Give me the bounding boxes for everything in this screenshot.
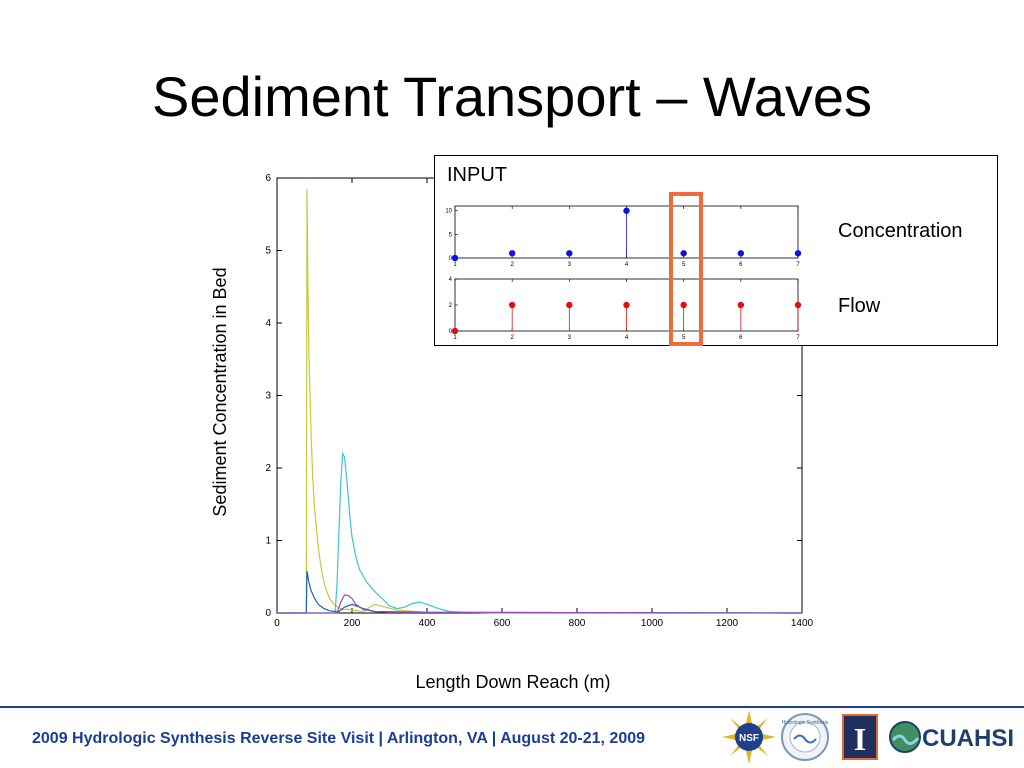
y-tick-label: 6 xyxy=(265,173,271,184)
concentration-y-tick-label: 10 xyxy=(445,209,452,215)
concentration-point xyxy=(680,250,687,257)
flow-x-tick-label: 1 xyxy=(453,335,457,341)
svg-text:I: I xyxy=(854,721,866,757)
concentration-point xyxy=(623,207,630,214)
y-tick-label: 2 xyxy=(265,463,271,474)
svg-text:CUAHSI: CUAHSI xyxy=(922,725,1014,752)
series-line-1 xyxy=(277,188,803,614)
y-tick-label: 3 xyxy=(265,391,271,402)
x-tick-label: 0 xyxy=(274,618,280,629)
concentration-point xyxy=(794,250,802,257)
inset-title: INPUT xyxy=(447,164,507,186)
concentration-x-tick-label: 6 xyxy=(739,262,743,268)
flow-x-tick-label: 4 xyxy=(625,335,629,341)
concentration-x-tick-label: 3 xyxy=(568,262,572,268)
x-axis-label: Length Down Reach (m) xyxy=(415,672,610,692)
y-tick-label: 4 xyxy=(265,318,271,329)
concentration-x-tick-label: 1 xyxy=(453,262,457,268)
concentration-point xyxy=(566,250,573,257)
svg-text:Hydrologic Synthesis: Hydrologic Synthesis xyxy=(782,720,829,726)
concentration-y-tick-label: 5 xyxy=(449,232,453,238)
x-tick-label: 400 xyxy=(419,618,436,629)
y-tick-label: 1 xyxy=(265,536,271,547)
concentration-y-tick-label: 0 xyxy=(449,256,453,262)
series-line-4 xyxy=(277,594,803,614)
y-tick-label: 5 xyxy=(265,246,271,257)
flow-point xyxy=(566,301,573,309)
flow-x-tick-label: 6 xyxy=(739,335,743,341)
flow-x-tick-label: 2 xyxy=(510,335,514,341)
input-stem-plots: 1 2 3 4 5 6 7 0 5 10 1 2 3 4 5 6 7 0 2 4 xyxy=(445,205,802,341)
sponsor-logos: NSF Hydrologic Synthesis I CUAHSI xyxy=(722,706,1022,766)
flow-x-tick-label: 5 xyxy=(682,335,686,341)
x-tick-label: 1200 xyxy=(716,618,739,629)
hydrologic-synthesis-seal: Hydrologic Synthesis xyxy=(781,713,829,761)
x-tick-label: 1000 xyxy=(641,618,664,629)
x-tick-label: 600 xyxy=(494,618,511,629)
flow-x-tick-label: 3 xyxy=(568,335,572,341)
y-axis-label: Sediment Concentration in Bed xyxy=(210,267,230,516)
flow-y-tick-label: 2 xyxy=(449,303,453,309)
highlight-box xyxy=(669,192,703,346)
svg-text:NSF: NSF xyxy=(739,733,759,744)
concentration-point xyxy=(508,250,516,257)
nsf-logo: NSF xyxy=(722,710,776,764)
cuahsi-logo: CUAHSI xyxy=(889,721,1014,753)
flow-point xyxy=(680,301,687,309)
flow-point xyxy=(623,301,630,309)
y-tick-label: 0 xyxy=(265,608,271,619)
footer-text: 2009 Hydrologic Synthesis Reverse Site V… xyxy=(32,730,646,747)
x-tick-label: 800 xyxy=(569,618,586,629)
concentration-label: Concentration xyxy=(838,220,963,242)
series-line-2 xyxy=(277,451,802,614)
flow-y-tick-label: 0 xyxy=(449,329,453,335)
concentration-x-tick-label: 7 xyxy=(796,262,800,268)
flow-x-tick-label: 7 xyxy=(796,335,800,341)
flow-label: Flow xyxy=(838,295,881,317)
flow-y-tick-label: 4 xyxy=(449,277,453,283)
flow-point xyxy=(737,301,745,309)
concentration-x-tick-label: 2 xyxy=(510,262,514,268)
flow-point xyxy=(508,301,516,309)
concentration-x-tick-label: 5 xyxy=(682,262,686,268)
flow-point xyxy=(794,301,802,309)
input-inset: INPUT 1 2 3 4 5 6 7 0 5 10 1 2 3 4 5 6 7 0 2 4 Concentratio… xyxy=(434,155,998,346)
slide-title: Sediment Transport – Waves xyxy=(151,65,872,128)
concentration-point xyxy=(737,250,745,257)
x-tick-label: 1400 xyxy=(791,618,814,629)
footer-divider xyxy=(0,706,1024,708)
x-tick-label: 200 xyxy=(344,618,361,629)
flow-point xyxy=(451,327,459,335)
illinois-logo: I xyxy=(842,714,878,760)
concentration-x-tick-label: 4 xyxy=(625,262,629,268)
concentration-point xyxy=(451,254,459,262)
series-line-3 xyxy=(277,570,803,614)
